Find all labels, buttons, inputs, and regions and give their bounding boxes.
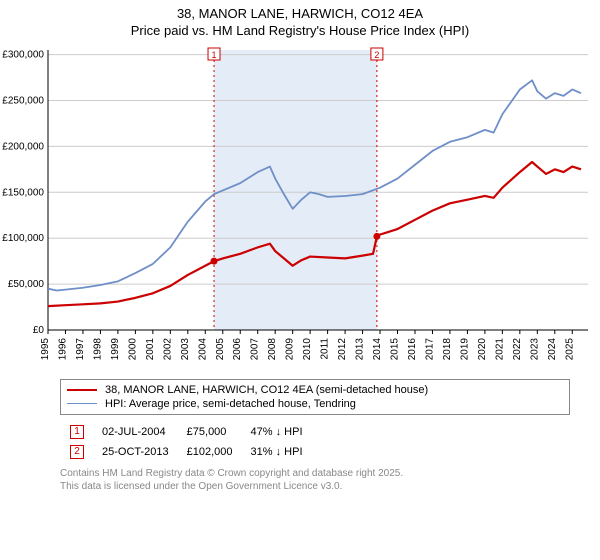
x-tick-label: 1995 <box>40 337 51 360</box>
marker-badge-label: 1 <box>212 50 217 60</box>
x-tick-label: 2025 <box>564 337 575 360</box>
x-tick-label: 2021 <box>494 337 505 360</box>
x-tick-label: 2016 <box>407 337 418 360</box>
marker-row: 1 02-JUL-2004£75,00047% ↓ HPI <box>62 423 311 441</box>
x-tick-label: 1999 <box>110 337 121 360</box>
marker-row: 2 25-OCT-2013£102,00031% ↓ HPI <box>62 443 311 461</box>
x-tick-label: 2013 <box>355 337 366 360</box>
series-dot <box>373 233 380 240</box>
y-tick-label: £0 <box>33 325 45 336</box>
legend-swatch <box>67 389 97 391</box>
footer-line-2: This data is licensed under the Open Gov… <box>60 480 570 493</box>
legend: 38, MANOR LANE, HARWICH, CO12 4EA (semi-… <box>60 379 570 415</box>
x-tick-label: 2019 <box>459 337 470 360</box>
x-tick-label: 2003 <box>180 337 191 360</box>
x-tick-label: 2000 <box>127 337 138 360</box>
x-tick-label: 2010 <box>302 337 313 360</box>
title-line-1: 38, MANOR LANE, HARWICH, CO12 4EA <box>0 6 600 23</box>
x-tick-label: 2018 <box>442 337 453 360</box>
markers-table: 1 02-JUL-2004£75,00047% ↓ HPI 2 25-OCT-2013… <box>60 421 313 463</box>
marker-delta: 31% ↓ HPI <box>243 443 311 461</box>
footer-note: Contains HM Land Registry data © Crown c… <box>60 467 570 493</box>
x-tick-label: 2005 <box>215 337 226 360</box>
legend-label: 38, MANOR LANE, HARWICH, CO12 4EA (semi-… <box>105 384 428 396</box>
x-tick-label: 2023 <box>529 337 540 360</box>
x-tick-label: 2022 <box>512 337 523 360</box>
marker-badge-cell: 1 <box>70 425 84 439</box>
chart-title-block: 38, MANOR LANE, HARWICH, CO12 4EA Price … <box>0 0 600 40</box>
x-tick-label: 1998 <box>92 337 103 360</box>
x-tick-label: 2017 <box>424 337 435 360</box>
x-tick-label: 2014 <box>372 337 383 360</box>
x-tick-label: 2020 <box>477 337 488 360</box>
x-tick-label: 2006 <box>232 337 243 360</box>
marker-price: £102,000 <box>179 443 241 461</box>
y-tick-label: £150,000 <box>2 187 44 198</box>
x-tick-label: 2015 <box>390 337 401 360</box>
marker-date: 25-OCT-2013 <box>94 443 177 461</box>
marker-date: 02-JUL-2004 <box>94 423 177 441</box>
x-tick-label: 2009 <box>285 337 296 360</box>
x-tick-label: 2011 <box>320 337 331 359</box>
y-tick-label: £250,000 <box>2 95 44 106</box>
y-tick-label: £300,000 <box>2 49 44 60</box>
title-line-2: Price paid vs. HM Land Registry's House … <box>0 23 600 40</box>
series-dot <box>211 257 218 264</box>
legend-item: 38, MANOR LANE, HARWICH, CO12 4EA (semi-… <box>67 384 563 396</box>
legend-label: HPI: Average price, semi-detached house,… <box>105 398 356 410</box>
x-tick-label: 2008 <box>267 337 278 360</box>
x-tick-label: 2001 <box>145 337 156 360</box>
y-tick-label: £50,000 <box>8 279 45 290</box>
marker-delta: 47% ↓ HPI <box>243 423 311 441</box>
legend-swatch <box>67 403 97 404</box>
footer-line-1: Contains HM Land Registry data © Crown c… <box>60 467 570 480</box>
marker-badge-label: 2 <box>374 50 379 60</box>
x-tick-label: 1997 <box>75 337 86 360</box>
x-tick-label: 2012 <box>337 337 348 360</box>
x-tick-label: 1996 <box>57 337 68 360</box>
y-tick-label: £100,000 <box>2 233 44 244</box>
x-tick-label: 2007 <box>250 337 261 360</box>
marker-price: £75,000 <box>179 423 241 441</box>
legend-item: HPI: Average price, semi-detached house,… <box>67 398 563 410</box>
y-tick-label: £200,000 <box>2 141 44 152</box>
x-tick-label: 2024 <box>547 337 558 360</box>
chart-container: £0 £50,000 £100,000 £150,000 £200,000 £250,00… <box>0 40 600 375</box>
x-tick-label: 2004 <box>197 337 208 360</box>
marker-badge-cell: 2 <box>70 445 84 459</box>
price-chart: £0 £50,000 £100,000 £150,000 £200,000 £250,00… <box>0 40 600 370</box>
x-tick-label: 2002 <box>162 337 173 360</box>
shaded-region <box>214 50 377 330</box>
